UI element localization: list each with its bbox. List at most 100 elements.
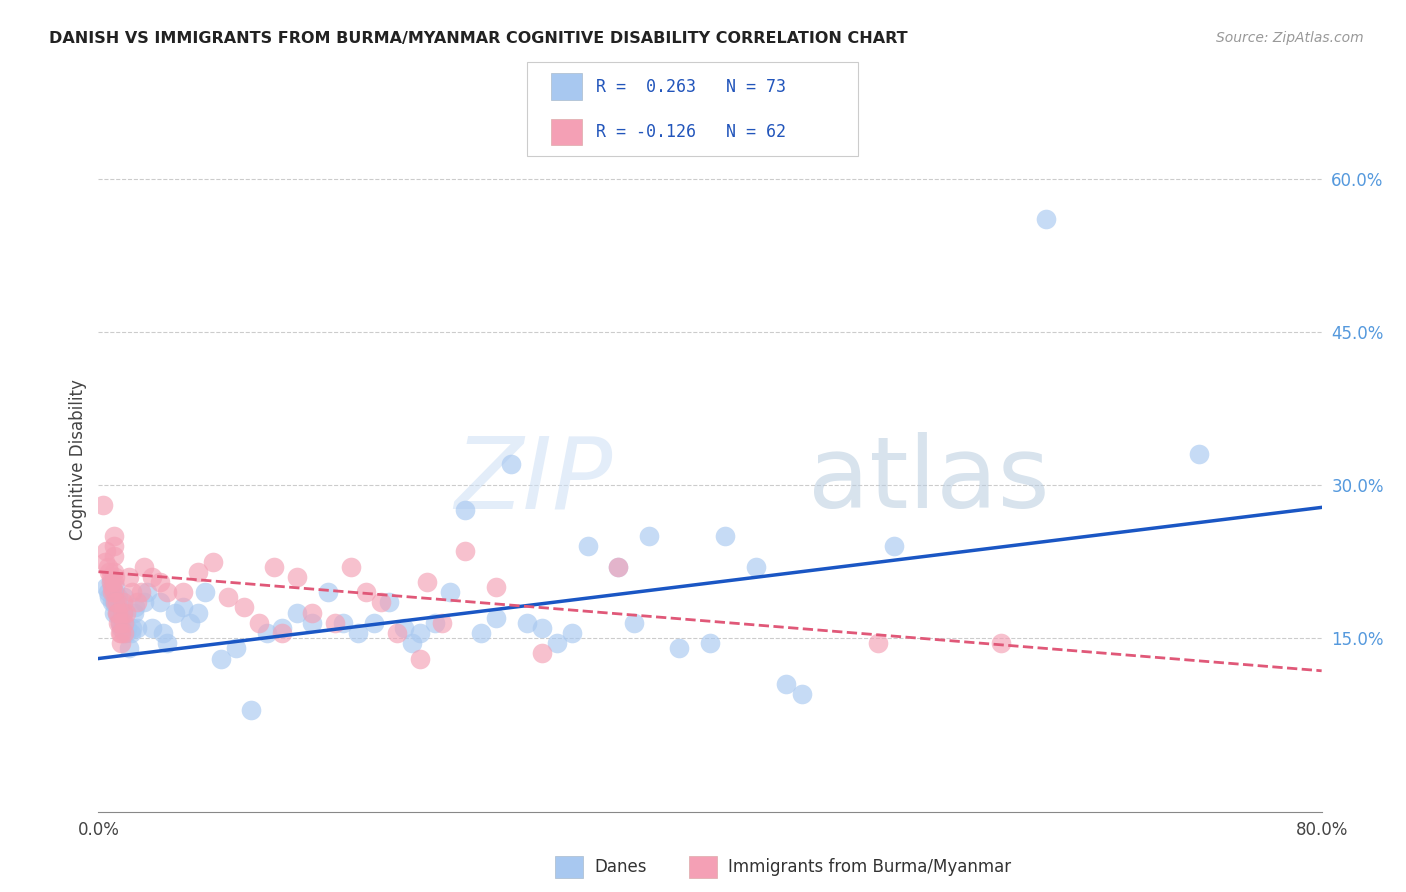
Point bbox=[868, 636, 890, 650]
Point bbox=[136, 585, 159, 599]
Point bbox=[485, 610, 508, 624]
Point bbox=[108, 626, 131, 640]
Point bbox=[408, 626, 430, 640]
Text: Source: ZipAtlas.com: Source: ZipAtlas.com bbox=[1216, 31, 1364, 45]
Point bbox=[530, 647, 553, 661]
Point bbox=[316, 585, 339, 599]
Point bbox=[1188, 447, 1211, 461]
Point bbox=[103, 606, 125, 620]
Point bbox=[103, 585, 125, 599]
Point bbox=[501, 458, 523, 472]
Point bbox=[111, 606, 134, 620]
Point bbox=[385, 626, 408, 640]
Point bbox=[120, 626, 142, 640]
Point bbox=[485, 580, 508, 594]
Point bbox=[122, 606, 145, 620]
Point bbox=[103, 565, 125, 579]
Point bbox=[104, 595, 127, 609]
Point bbox=[1035, 212, 1057, 227]
Point bbox=[454, 503, 477, 517]
Point bbox=[187, 606, 209, 620]
Point bbox=[110, 626, 132, 640]
Point bbox=[668, 641, 690, 656]
Point bbox=[91, 499, 114, 513]
Point bbox=[883, 539, 905, 553]
Point bbox=[163, 606, 186, 620]
Point bbox=[103, 539, 125, 553]
Point bbox=[118, 641, 141, 656]
Point bbox=[546, 636, 568, 650]
Point bbox=[103, 574, 125, 589]
Point bbox=[561, 626, 583, 640]
Text: atlas: atlas bbox=[808, 432, 1049, 529]
Point bbox=[439, 585, 461, 599]
Point bbox=[152, 626, 174, 640]
Point bbox=[187, 565, 209, 579]
Point bbox=[121, 585, 143, 599]
Point bbox=[134, 595, 156, 609]
Point bbox=[112, 591, 135, 605]
Point bbox=[745, 559, 768, 574]
Point bbox=[129, 585, 152, 599]
Point bbox=[225, 641, 247, 656]
Point bbox=[100, 574, 122, 589]
Point bbox=[156, 585, 179, 599]
Point bbox=[94, 544, 117, 558]
Point bbox=[378, 595, 401, 609]
Point bbox=[97, 559, 120, 574]
Point bbox=[117, 621, 139, 635]
Point bbox=[149, 574, 172, 589]
Point bbox=[247, 615, 270, 630]
Point bbox=[115, 606, 138, 620]
Point bbox=[110, 621, 132, 635]
Point bbox=[156, 636, 179, 650]
Point bbox=[98, 591, 121, 605]
Point bbox=[408, 651, 430, 665]
Text: ZIP: ZIP bbox=[454, 432, 612, 529]
Point bbox=[332, 615, 354, 630]
Point bbox=[432, 615, 454, 630]
Text: R = -0.126   N = 62: R = -0.126 N = 62 bbox=[596, 123, 786, 141]
Point bbox=[100, 574, 122, 589]
Point bbox=[103, 529, 125, 543]
Point bbox=[363, 615, 385, 630]
Point bbox=[104, 570, 127, 584]
Point bbox=[111, 606, 134, 620]
Point bbox=[179, 615, 201, 630]
Point bbox=[101, 595, 124, 609]
Point bbox=[172, 585, 194, 599]
Text: R =  0.263   N = 73: R = 0.263 N = 73 bbox=[596, 78, 786, 95]
Point bbox=[104, 580, 127, 594]
Point bbox=[105, 606, 128, 620]
Point bbox=[98, 565, 121, 579]
Point bbox=[256, 626, 278, 640]
Point bbox=[576, 539, 599, 553]
Point bbox=[775, 677, 797, 691]
Point bbox=[104, 595, 127, 609]
Point bbox=[125, 621, 148, 635]
Point bbox=[607, 559, 630, 574]
Point bbox=[301, 606, 323, 620]
Point bbox=[623, 615, 645, 630]
Point bbox=[115, 626, 138, 640]
Point bbox=[93, 554, 115, 568]
Point bbox=[97, 585, 120, 599]
Point bbox=[112, 626, 135, 640]
Point bbox=[112, 615, 135, 630]
Point bbox=[134, 559, 156, 574]
Point bbox=[516, 615, 538, 630]
Point bbox=[263, 559, 285, 574]
Point bbox=[100, 570, 122, 584]
Point bbox=[202, 554, 225, 568]
Point bbox=[325, 615, 347, 630]
Point bbox=[392, 621, 416, 635]
Point bbox=[101, 580, 124, 594]
Point bbox=[232, 600, 254, 615]
Point bbox=[108, 615, 131, 630]
Point bbox=[118, 570, 141, 584]
Point bbox=[423, 615, 446, 630]
Point bbox=[172, 600, 194, 615]
Point bbox=[240, 703, 263, 717]
Point bbox=[270, 621, 292, 635]
Point bbox=[990, 636, 1012, 650]
